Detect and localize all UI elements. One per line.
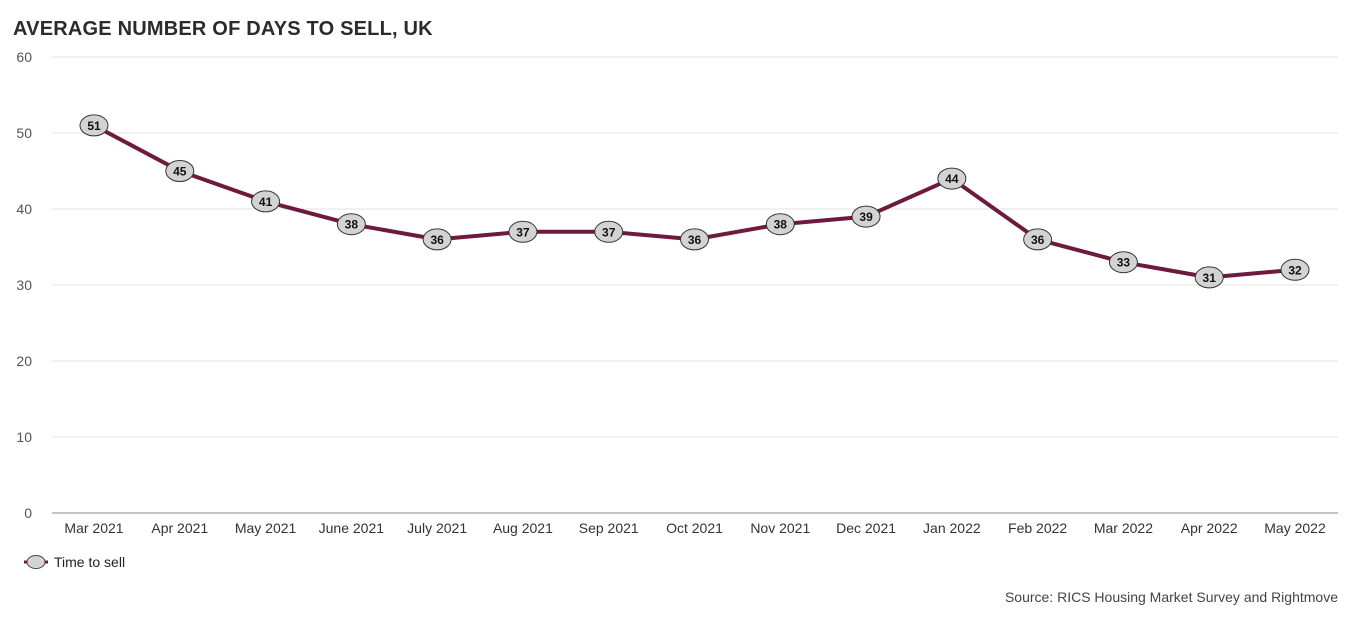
- legend-label: Time to sell: [54, 554, 126, 570]
- data-point: [165, 160, 195, 182]
- legend-marker-icon: [24, 555, 48, 569]
- x-tick-label: June 2021: [319, 520, 385, 536]
- data-point: [937, 167, 967, 190]
- y-tick-label: 40: [16, 201, 32, 217]
- x-tick-label: Sep 2021: [579, 520, 639, 536]
- x-tick-label: May 2021: [235, 520, 297, 536]
- x-tick-label: Aug 2021: [493, 520, 553, 536]
- x-tick-label: Nov 2021: [750, 520, 810, 536]
- y-tick-label: 60: [16, 49, 32, 65]
- data-label: 32: [1288, 263, 1302, 277]
- y-tick-label: 30: [16, 277, 32, 293]
- data-label: 37: [516, 225, 530, 239]
- data-label: 38: [774, 218, 788, 232]
- x-tick-label: Mar 2022: [1094, 520, 1153, 536]
- source-note: Source: RICS Housing Market Survey and R…: [1004, 589, 1338, 605]
- data-label: 36: [688, 233, 702, 247]
- y-tick-label: 20: [16, 353, 32, 369]
- data-label: 39: [859, 210, 873, 224]
- x-tick-label: May 2022: [1264, 520, 1326, 536]
- x-tick-label: Mar 2021: [64, 520, 123, 536]
- data-point: [422, 228, 452, 251]
- data-point: [1023, 228, 1053, 251]
- data-point: [680, 228, 709, 251]
- x-tick-label: Oct 2021: [666, 520, 723, 536]
- data-point: [765, 213, 795, 236]
- data-point: [508, 220, 538, 243]
- x-tick-label: Dec 2021: [836, 520, 896, 536]
- data-label: 38: [345, 218, 359, 232]
- data-point: [1108, 251, 1138, 274]
- data-point: [1280, 258, 1310, 281]
- y-tick-label: 0: [24, 505, 32, 521]
- data-label: 33: [1117, 256, 1131, 270]
- y-tick-label: 50: [16, 125, 32, 141]
- data-label: 51: [87, 119, 101, 133]
- x-tick-label: Jan 2022: [923, 520, 981, 536]
- x-tick-label: Apr 2021: [151, 520, 208, 536]
- x-tick-label: Feb 2022: [1008, 520, 1067, 536]
- data-label: 44: [945, 172, 959, 186]
- data-label: 41: [259, 195, 273, 209]
- data-label: 36: [1031, 233, 1045, 247]
- y-tick-label: 10: [16, 429, 32, 445]
- x-tick-label: July 2021: [407, 520, 467, 536]
- legend: Time to sell: [22, 554, 125, 570]
- data-point: [79, 114, 109, 137]
- x-tick-label: Apr 2022: [1181, 520, 1238, 536]
- data-label: 45: [173, 165, 187, 179]
- data-label: 36: [430, 233, 444, 247]
- data-point: [594, 220, 624, 243]
- data-point: [251, 190, 281, 213]
- data-label: 37: [602, 225, 616, 239]
- data-point: [336, 213, 366, 236]
- data-point: [1194, 266, 1224, 289]
- data-point: [851, 205, 881, 228]
- chart-title: AVERAGE NUMBER OF DAYS TO SELL, UK: [13, 18, 433, 40]
- data-label: 31: [1203, 271, 1217, 285]
